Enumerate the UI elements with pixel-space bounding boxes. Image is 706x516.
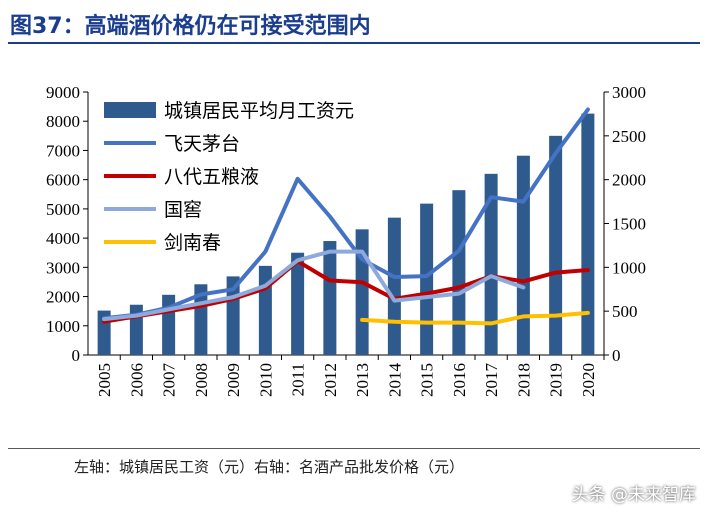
bar [452,190,466,355]
left-tick-label: 5000 [46,200,80,219]
x-tick-label: 2008 [192,363,211,397]
series-line [360,310,590,326]
left-tick-label: 7000 [46,141,80,160]
legend-label: 剑南春 [164,232,221,254]
axes: 0 1000 2000 3000 4000 5000 6000 7000 8000 9000 0 50… [46,83,646,397]
chart: 0 1000 2000 3000 4000 5000 6000 7000 8000 9000 0 50… [46,83,646,397]
left-tick-label: 6000 [46,171,80,190]
legend-label: 八代五粮液 [164,166,259,188]
title-rule [8,42,700,44]
x-tick-label: 2012 [321,363,340,397]
left-tick-label: 3000 [46,258,80,277]
legend-swatch [104,102,156,118]
right-tick-label: 3000 [612,83,646,102]
figure-title: 图37：高端酒价格仍在可接受范围内 [10,14,371,39]
bar [258,265,272,355]
x-tick-label: 2014 [385,363,404,398]
bar [291,252,305,355]
x-tick-label: 2007 [160,363,179,398]
x-tick-label: 2020 [579,363,598,397]
x-tick-label: 2006 [127,363,146,397]
x-tick-label: 2005 [95,363,114,397]
x-tick-label: 2016 [450,363,469,397]
line-series [102,107,590,326]
right-tick-label: 1000 [612,258,646,277]
left-tick-label: 0 [72,346,81,365]
bar [355,229,369,355]
series-line [102,259,590,324]
x-tick-label: 2010 [256,363,275,397]
legend-label: 国窖 [164,199,202,221]
x-tick-label: 2015 [418,363,437,397]
right-tick-label: 2500 [612,127,646,146]
bar [581,113,595,355]
bar [323,241,337,355]
right-tick-label: 500 [612,302,638,321]
axis-note: 左轴：城镇居民工资（元）右轴：名酒产品批发价格（元） [74,458,465,476]
x-tick-label: 2018 [514,363,533,397]
bar [516,155,530,355]
watermark: 头条 @未来智库 [571,485,696,505]
left-tick-label: 8000 [46,112,80,131]
bar [484,173,498,355]
left-tick-label: 2000 [46,288,80,307]
series-line [102,249,526,322]
series-line [102,107,590,321]
right-tick-label: 0 [612,346,621,365]
x-tick-label: 2017 [482,363,501,398]
x-tick-label: 2009 [224,363,243,397]
legend-label: 飞天茅台 [164,133,240,155]
bar-series [97,113,595,355]
left-tick-label: 9000 [46,83,80,102]
right-tick-label: 2000 [612,171,646,190]
left-tick-label: 4000 [46,229,80,248]
bar [420,203,434,355]
right-tick-label: 1500 [612,215,646,234]
bar [387,217,401,355]
x-tick-label: 2011 [289,363,308,396]
bottom-rule [8,448,700,449]
left-tick-label: 1000 [46,317,80,336]
legend-label: 城镇居民平均月工资元 [164,100,354,122]
x-tick-label: 2019 [547,363,566,397]
bar [549,135,563,355]
x-tick-label: 2013 [353,363,372,397]
